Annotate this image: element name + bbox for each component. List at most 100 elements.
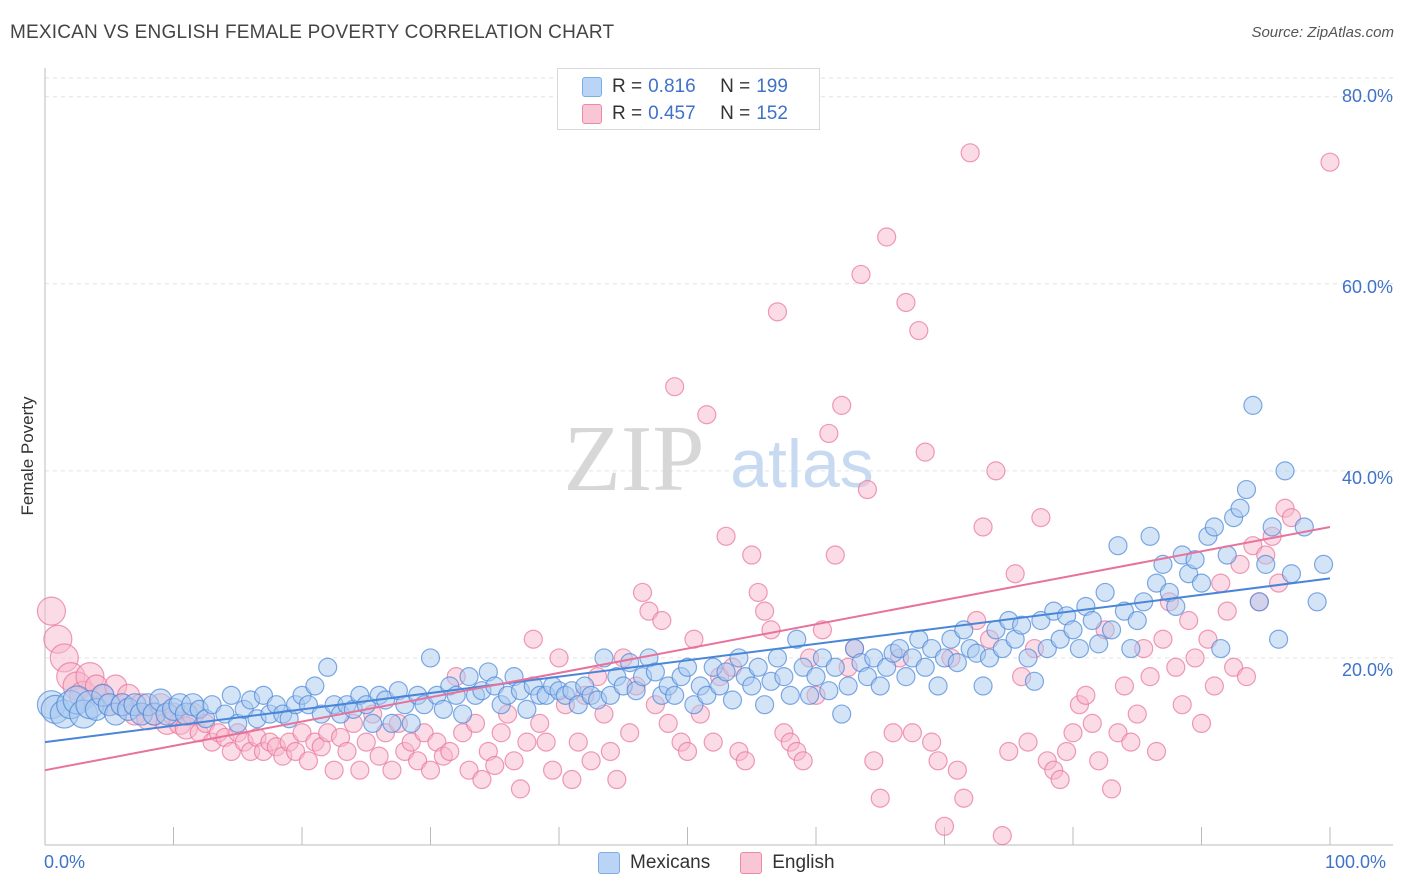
- mexicans-point: [1313, 554, 1334, 574]
- english-point: [877, 227, 897, 247]
- mexicans-point: [1211, 638, 1231, 659]
- watermark: ZIP atlas: [564, 407, 874, 511]
- english-point: [915, 442, 935, 462]
- y-axis-label: Female Poverty: [18, 396, 37, 516]
- mexicans-point: [979, 648, 1000, 668]
- y-tick-40: 40.0%: [1341, 468, 1393, 488]
- mexicans-point: [1275, 461, 1295, 481]
- mexicans-point: [922, 638, 942, 659]
- english-point: [324, 760, 344, 780]
- mexicans-point: [305, 676, 325, 696]
- mexicans-point: [568, 695, 588, 715]
- english-point: [922, 732, 942, 752]
- mexicans-point: [716, 662, 736, 682]
- mexicans-point: [382, 713, 402, 734]
- mexicans-point: [799, 685, 820, 705]
- mexicans-point: [812, 648, 833, 668]
- english-point: [960, 143, 980, 163]
- english-point: [1056, 741, 1077, 762]
- legend-item-mexicans[interactable]: Mexicans: [598, 852, 710, 874]
- mexicans-point: [754, 695, 775, 715]
- mexicans-point: [992, 638, 1012, 659]
- english-point: [1185, 648, 1205, 668]
- english-point: [485, 755, 505, 776]
- english-point: [1320, 152, 1340, 172]
- english-point: [896, 292, 916, 313]
- mexicans-point: [1127, 610, 1147, 631]
- english-point: [1204, 676, 1224, 696]
- english-point: [568, 732, 588, 752]
- mexicans-point: [600, 685, 621, 705]
- english-point: [652, 610, 672, 631]
- mexicans-point: [857, 667, 878, 687]
- source-label: Source: ZipAtlas.com: [1251, 24, 1394, 41]
- y-tick-20: 20.0%: [1341, 660, 1393, 680]
- mexicans-point: [1262, 517, 1282, 537]
- english-point: [1114, 676, 1135, 696]
- english-point: [761, 620, 781, 640]
- english-point: [491, 723, 511, 743]
- mexicans-point: [915, 657, 935, 677]
- english-point: [1101, 779, 1122, 799]
- watermark-zip: ZIP: [564, 407, 705, 511]
- english-point: [517, 732, 537, 752]
- english-point: [1230, 554, 1250, 574]
- english-point: [1179, 610, 1199, 631]
- mexicans-point: [1256, 554, 1276, 574]
- legend-item-english[interactable]: English: [740, 852, 835, 874]
- mexicans-point: [787, 629, 807, 649]
- mexicans-point: [517, 699, 537, 719]
- english-point: [1108, 723, 1128, 743]
- english-point: [472, 769, 492, 790]
- english-point: [607, 769, 627, 790]
- english-point: [754, 601, 775, 621]
- r-value: 0.457: [648, 103, 696, 124]
- english-point: [767, 302, 788, 322]
- mexicans-point: [221, 685, 241, 705]
- mexicans-point: [774, 667, 794, 687]
- english-point: [819, 423, 839, 444]
- english-point: [658, 713, 678, 734]
- mexicans-point: [973, 676, 993, 696]
- mexicans-point: [793, 657, 813, 677]
- mexicans-point: [838, 676, 858, 696]
- english-point: [973, 517, 993, 537]
- mexicans-point: [1069, 638, 1090, 659]
- mexicans-point: [722, 690, 743, 710]
- english-point: [382, 760, 402, 780]
- n-value: 199: [756, 76, 788, 97]
- mexicans-point: [401, 713, 421, 734]
- mexicans-point: [819, 681, 839, 701]
- mexicans-point: [947, 653, 967, 673]
- english-point: [639, 601, 659, 621]
- english-point: [620, 723, 640, 743]
- stats-row-english: R = 0.457 N = 152: [582, 102, 788, 126]
- mexicans-point: [902, 648, 922, 668]
- mexicans-point: [870, 676, 890, 696]
- legend-label-mexicans: Mexicans: [630, 852, 711, 873]
- english-point: [350, 760, 370, 780]
- x-tick-0: 0.0%: [44, 852, 86, 872]
- english-point: [453, 723, 473, 743]
- mexicans-point: [864, 648, 884, 668]
- mexicans-point: [1243, 395, 1263, 415]
- english-point: [1082, 713, 1102, 734]
- english-point: [36, 596, 67, 626]
- english-point: [677, 741, 698, 762]
- mexicans-point: [1089, 634, 1109, 654]
- english-point: [401, 732, 421, 752]
- mexicans-point: [453, 704, 473, 724]
- english-point: [832, 395, 852, 415]
- english-point: [954, 788, 974, 808]
- english-point: [408, 751, 428, 771]
- mexicans-point: [1114, 601, 1135, 621]
- english-point: [1089, 751, 1109, 771]
- english-point: [465, 713, 486, 734]
- mexicans-point: [677, 657, 698, 677]
- english-point: [1198, 629, 1218, 649]
- english-point: [1031, 508, 1051, 528]
- english-point: [504, 751, 524, 771]
- mexicans-point: [832, 704, 852, 724]
- english-point: [369, 746, 389, 766]
